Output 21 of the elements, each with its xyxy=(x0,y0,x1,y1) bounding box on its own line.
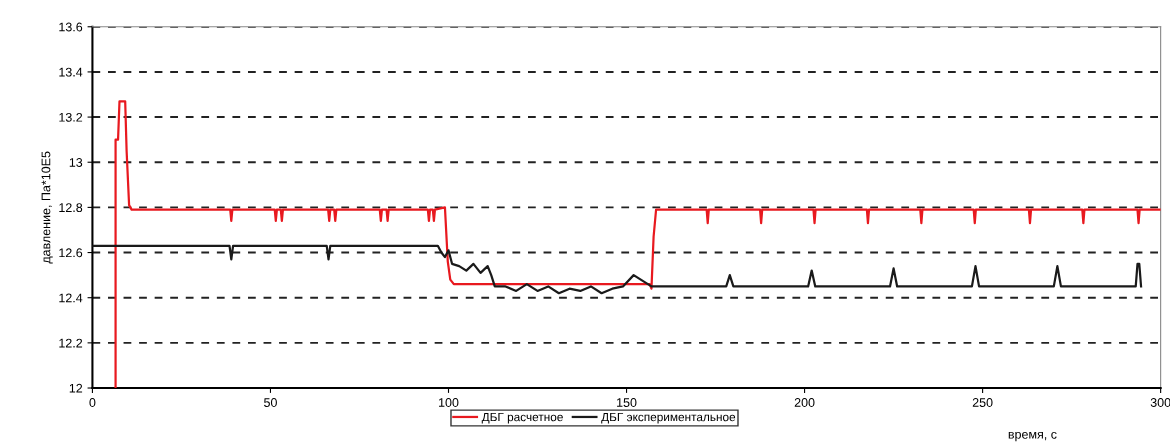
legend-label: ДБГ расчетное xyxy=(481,412,563,424)
x-tick-label: 100 xyxy=(439,398,459,407)
y-tick-label: 12.4 xyxy=(59,293,83,303)
x-tick-label: 200 xyxy=(794,398,815,407)
y-tick-label: 12.6 xyxy=(59,248,83,258)
y-tick-label: 12 xyxy=(69,383,83,393)
x-tick-label: 0 xyxy=(89,398,96,407)
y-tick-label: 13.4 xyxy=(59,67,83,77)
y-tick-label: 12.2 xyxy=(59,338,83,348)
x-tick-label: 150 xyxy=(617,398,637,407)
y-axis-title: давление, Па*10E5 xyxy=(41,151,53,264)
x-tick-label: 250 xyxy=(972,398,993,407)
x-tick-label: 300 xyxy=(1150,398,1170,407)
y-tick-label: 13.6 xyxy=(59,22,83,32)
y-tick-label: 13.2 xyxy=(59,112,83,122)
y-tick-label: 13 xyxy=(69,158,83,167)
legend-label: ДБГ экспериментальное xyxy=(601,412,736,424)
y-tick-label: 12.8 xyxy=(59,203,83,213)
x-tick-label: 50 xyxy=(264,398,277,407)
line-series xyxy=(114,100,1161,389)
x-axis-title: время, с xyxy=(1008,431,1057,442)
